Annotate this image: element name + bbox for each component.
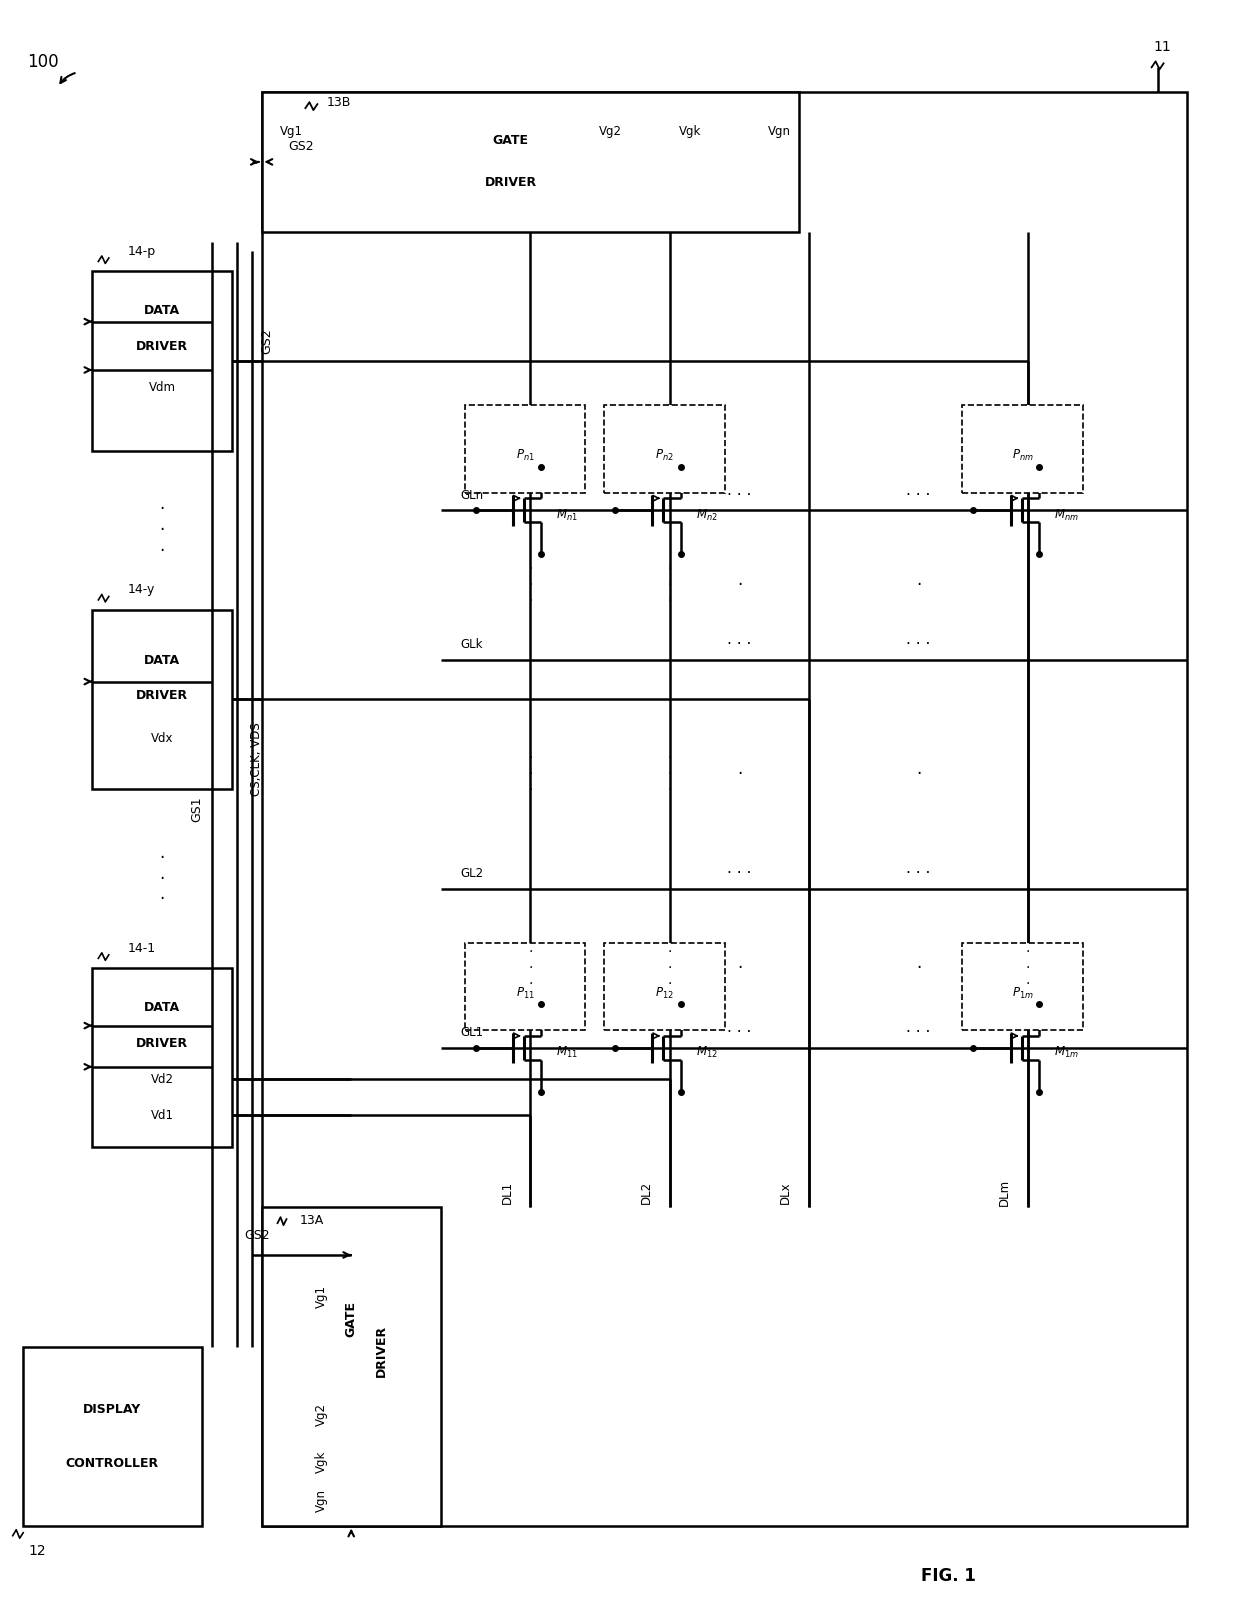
Text: ·
·
·: · · · — [160, 850, 165, 909]
Text: ·
·
·: · · · — [1025, 944, 1030, 991]
Bar — [92, 969, 232, 1147]
Text: GS2: GS2 — [244, 1229, 269, 1242]
Text: ·
·
·: · · · — [667, 751, 672, 798]
Text: ·
·
·: · · · — [667, 562, 672, 608]
Bar — [604, 943, 724, 1030]
Text: . . .: . . . — [728, 861, 751, 877]
Text: ·
·
·: · · · — [528, 751, 533, 798]
Text: GL2: GL2 — [461, 867, 484, 880]
Text: GLn: GLn — [461, 489, 484, 502]
Text: DL2: DL2 — [640, 1181, 653, 1204]
Text: 11: 11 — [1153, 40, 1172, 55]
Text: DLm: DLm — [998, 1179, 1012, 1205]
Text: . . .: . . . — [906, 632, 931, 647]
Text: Vgk: Vgk — [678, 126, 701, 138]
Text: $P_{n2}$: $P_{n2}$ — [656, 447, 675, 463]
Bar — [262, 92, 1188, 1525]
Text: DATA: DATA — [144, 653, 180, 666]
Text: ·
·
·: · · · — [1025, 562, 1030, 608]
Text: 100: 100 — [27, 53, 58, 71]
Bar — [262, 92, 800, 232]
Text: . . .: . . . — [906, 483, 931, 497]
Text: $P_{12}$: $P_{12}$ — [656, 986, 675, 1001]
Text: . . .: . . . — [728, 483, 751, 497]
Text: $M_{1m}$: $M_{1m}$ — [1054, 1046, 1079, 1060]
Text: DRIVER: DRIVER — [136, 1038, 188, 1051]
Text: Vdx: Vdx — [151, 732, 174, 745]
Text: . . .: . . . — [906, 861, 931, 877]
Text: $M_{11}$: $M_{11}$ — [557, 1046, 578, 1060]
Text: ·
·
·: · · · — [528, 944, 533, 991]
Text: $M_{12}$: $M_{12}$ — [696, 1046, 718, 1060]
Text: ·
·
·: · · · — [1025, 751, 1030, 798]
Text: Vg2: Vg2 — [315, 1403, 327, 1426]
Bar — [92, 610, 232, 788]
Text: 14-1: 14-1 — [128, 941, 155, 954]
Text: ·: · — [737, 576, 742, 594]
Text: $M_{n2}$: $M_{n2}$ — [696, 508, 718, 523]
Bar — [604, 405, 724, 492]
Text: DL1: DL1 — [501, 1181, 513, 1204]
Text: DLx: DLx — [779, 1181, 792, 1204]
Text: . . .: . . . — [728, 1020, 751, 1036]
Bar — [92, 272, 232, 451]
Text: Vg1: Vg1 — [315, 1286, 327, 1308]
Bar — [22, 1347, 202, 1525]
Text: GS2: GS2 — [289, 140, 314, 153]
Bar — [962, 943, 1083, 1030]
Text: GATE: GATE — [345, 1300, 357, 1337]
Text: DATA: DATA — [144, 304, 180, 317]
Text: . . .: . . . — [906, 1020, 931, 1036]
Text: DATA: DATA — [144, 1001, 180, 1014]
Text: $P_{1m}$: $P_{1m}$ — [1012, 986, 1034, 1001]
Text: ·: · — [737, 766, 742, 784]
Text: GS1: GS1 — [191, 796, 203, 822]
Text: Vd1: Vd1 — [150, 1109, 174, 1121]
Text: GATE: GATE — [492, 135, 528, 148]
Text: FIG. 1: FIG. 1 — [921, 1567, 976, 1585]
Text: GS2: GS2 — [260, 328, 273, 354]
Text: GLk: GLk — [461, 639, 484, 652]
Bar — [962, 405, 1083, 492]
Text: Vd2: Vd2 — [150, 1073, 174, 1086]
Bar — [465, 405, 585, 492]
Text: DISPLAY: DISPLAY — [83, 1403, 141, 1416]
Text: CS,CLK, VDS: CS,CLK, VDS — [250, 722, 263, 796]
Text: ·: · — [737, 959, 742, 977]
Text: 12: 12 — [29, 1543, 46, 1558]
Text: ·: · — [916, 576, 921, 594]
Text: 13A: 13A — [299, 1213, 324, 1226]
Text: Vgk: Vgk — [315, 1451, 327, 1474]
Text: 14-p: 14-p — [128, 245, 155, 257]
Text: ·
·
·: · · · — [667, 944, 672, 991]
Text: GL1: GL1 — [461, 1027, 484, 1039]
Text: $P_{nm}$: $P_{nm}$ — [1012, 447, 1034, 463]
Text: ·
·
·: · · · — [160, 500, 165, 560]
Text: DRIVER: DRIVER — [136, 689, 188, 703]
Text: Vdm: Vdm — [149, 381, 176, 394]
Text: Vg1: Vg1 — [280, 126, 303, 138]
Bar — [262, 1207, 440, 1525]
Text: ·: · — [916, 959, 921, 977]
Text: 13B: 13B — [326, 95, 351, 109]
Text: $P_{11}$: $P_{11}$ — [516, 986, 534, 1001]
Text: . . .: . . . — [728, 632, 751, 647]
Text: $M_{nm}$: $M_{nm}$ — [1054, 508, 1079, 523]
Text: DRIVER: DRIVER — [136, 339, 188, 352]
Text: Vgn: Vgn — [768, 126, 791, 138]
Text: Vgn: Vgn — [315, 1488, 327, 1512]
Text: $M_{n1}$: $M_{n1}$ — [557, 508, 578, 523]
Text: ·
·
·: · · · — [528, 562, 533, 608]
Text: DRIVER: DRIVER — [485, 177, 537, 190]
Text: CONTROLLER: CONTROLLER — [66, 1456, 159, 1469]
Text: $P_{n1}$: $P_{n1}$ — [516, 447, 534, 463]
Text: DRIVER: DRIVER — [374, 1324, 388, 1377]
Text: Vg2: Vg2 — [599, 126, 621, 138]
Bar — [465, 943, 585, 1030]
Text: 14-y: 14-y — [128, 584, 155, 597]
Text: ·: · — [916, 766, 921, 784]
